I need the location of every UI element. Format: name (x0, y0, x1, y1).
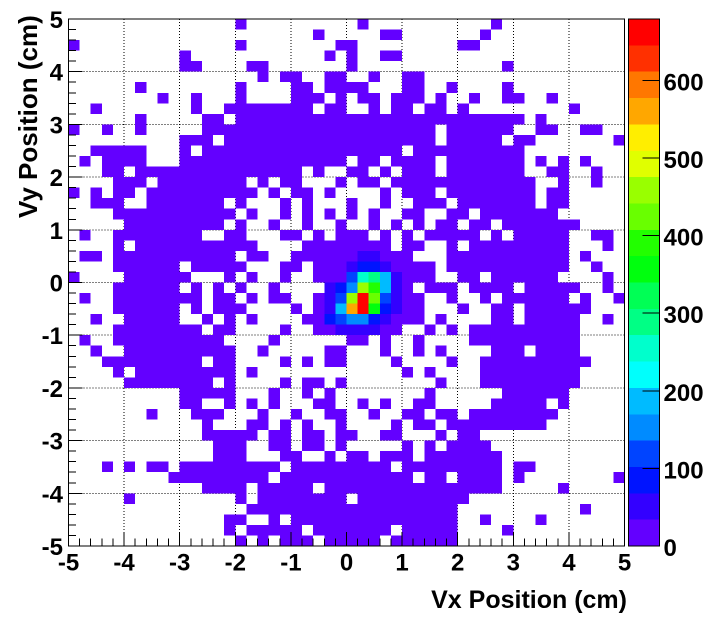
svg-text:Vy Position (cm): Vy Position (cm) (13, 15, 43, 218)
svg-text:-5: -5 (58, 550, 79, 577)
svg-text:-3: -3 (169, 550, 190, 577)
svg-text:Vx Position (cm): Vx Position (cm) (431, 586, 627, 614)
svg-text:3: 3 (50, 112, 63, 139)
svg-text:-4: -4 (113, 550, 135, 577)
svg-text:600: 600 (664, 69, 704, 96)
svg-text:-5: -5 (42, 534, 63, 561)
svg-text:0: 0 (664, 535, 677, 562)
svg-text:200: 200 (664, 380, 704, 407)
svg-text:2: 2 (50, 165, 63, 192)
svg-text:4: 4 (562, 550, 576, 577)
svg-text:-2: -2 (42, 376, 63, 403)
svg-text:5: 5 (618, 550, 631, 577)
svg-text:-3: -3 (42, 429, 63, 456)
svg-text:-1: -1 (42, 323, 63, 350)
svg-text:0: 0 (50, 271, 63, 298)
svg-text:500: 500 (664, 147, 704, 174)
svg-text:-2: -2 (225, 550, 246, 577)
svg-text:300: 300 (664, 302, 704, 329)
svg-text:3: 3 (507, 550, 520, 577)
svg-text:1: 1 (395, 550, 408, 577)
svg-text:0: 0 (340, 550, 353, 577)
svg-text:-4: -4 (42, 481, 64, 508)
svg-text:-1: -1 (280, 550, 301, 577)
svg-text:1: 1 (50, 218, 63, 245)
svg-text:5: 5 (50, 7, 63, 34)
svg-text:400: 400 (664, 225, 704, 252)
svg-text:2: 2 (451, 550, 464, 577)
svg-text:100: 100 (664, 457, 704, 484)
svg-text:4: 4 (50, 60, 64, 87)
